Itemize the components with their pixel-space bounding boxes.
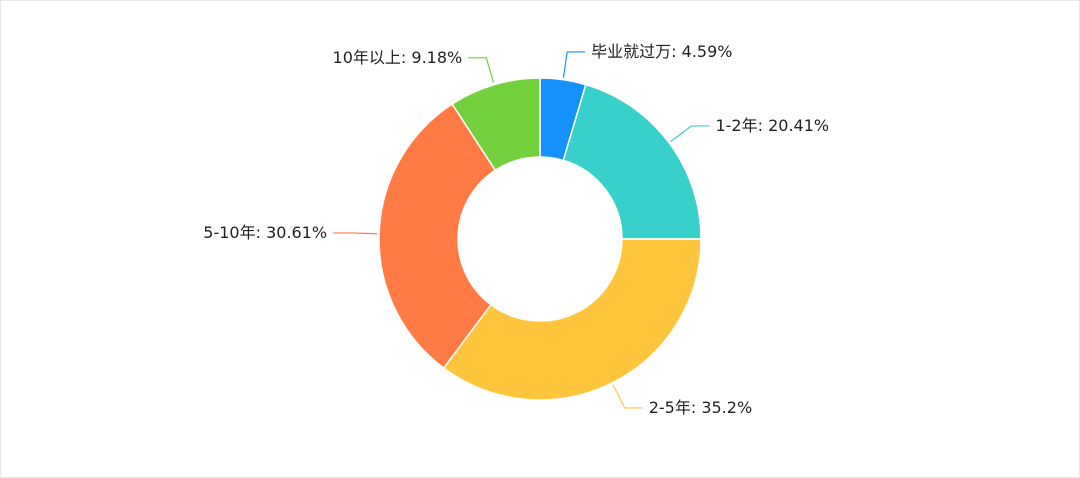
label-separator: :	[758, 115, 768, 134]
data-label: 2-5年: 35.2%	[649, 397, 752, 416]
category-label: 5-10年	[203, 222, 255, 241]
value-label: 35.2%	[701, 397, 752, 416]
value-label: 30.61%	[266, 222, 327, 241]
leader-line	[333, 232, 378, 235]
leader-line	[468, 57, 495, 83]
label-separator: :	[671, 41, 681, 60]
data-label: 10年以上: 9.18%	[333, 47, 463, 66]
donut-slice	[451, 77, 541, 172]
data-label: 1-2年: 20.41%	[715, 115, 829, 134]
category-label: 2-5年	[649, 397, 691, 416]
value-label: 9.18%	[411, 47, 462, 66]
category-label: 1-2年	[715, 115, 757, 134]
label-separator: :	[401, 47, 411, 66]
leader-line	[612, 384, 643, 409]
leader-line	[670, 125, 710, 142]
donut-slice	[562, 83, 702, 240]
value-label: 4.59%	[682, 41, 733, 60]
donut-slice	[378, 103, 497, 370]
donut-slice	[442, 238, 702, 401]
category-label: 毕业就过万	[591, 41, 671, 60]
value-label: 20.41%	[768, 115, 829, 134]
leader-line	[562, 51, 586, 78]
data-label: 毕业就过万: 4.59%	[591, 41, 732, 60]
data-label: 5-10年: 30.61%	[203, 222, 327, 241]
category-label: 10年以上	[333, 47, 401, 66]
label-separator: :	[256, 222, 266, 241]
label-separator: :	[691, 397, 701, 416]
